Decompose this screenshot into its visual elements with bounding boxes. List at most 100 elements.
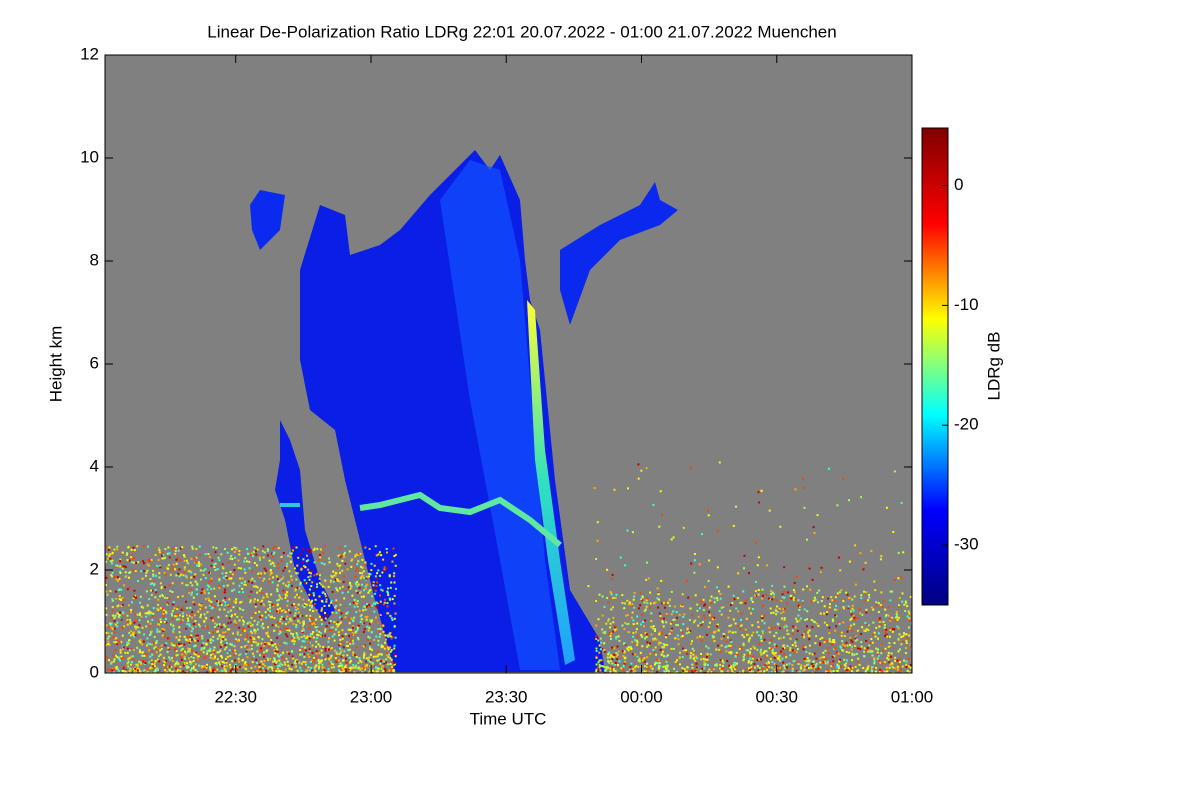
noise-dot xyxy=(198,653,201,656)
noise-dot xyxy=(728,664,731,667)
noise-dot xyxy=(343,597,346,600)
noise-dot xyxy=(186,635,189,638)
noise-dot xyxy=(181,653,184,656)
noise-dot xyxy=(110,552,113,555)
noise-dot xyxy=(763,638,766,641)
noise-dot xyxy=(155,591,158,594)
noise-dot xyxy=(910,622,912,625)
noise-dot xyxy=(243,629,246,632)
noise-dot xyxy=(315,637,318,639)
noise-dot xyxy=(207,649,210,652)
noise-dot xyxy=(122,667,125,670)
noise-dot xyxy=(130,655,133,658)
noise-dot xyxy=(865,628,868,631)
noise-dot xyxy=(240,616,243,619)
noise-dot xyxy=(142,560,144,563)
noise-dot xyxy=(605,668,608,671)
noise-dot xyxy=(111,598,114,601)
noise-dot xyxy=(889,635,891,638)
noise-dot xyxy=(769,657,772,660)
noise-dot xyxy=(111,571,114,574)
noise-dot xyxy=(719,597,722,600)
noise-dot xyxy=(259,654,261,657)
noise-dot xyxy=(130,548,133,551)
noise-dot xyxy=(333,621,336,623)
noise-dot xyxy=(662,665,665,668)
noise-dot xyxy=(808,652,811,655)
noise-dot xyxy=(175,547,178,549)
noise-dot xyxy=(744,668,747,671)
noise-dot xyxy=(130,663,133,666)
noise-dot xyxy=(132,568,135,571)
noise-dot xyxy=(159,566,162,569)
noise-dot xyxy=(352,653,355,656)
noise-dot xyxy=(642,659,645,662)
noise-dot xyxy=(172,670,175,673)
noise-dot xyxy=(746,633,748,636)
noise-dot xyxy=(292,639,294,642)
noise-dot xyxy=(348,668,351,671)
noise-dot xyxy=(362,609,365,612)
noise-dot xyxy=(892,530,895,533)
noise-dot xyxy=(842,607,845,610)
noise-dot xyxy=(194,644,197,647)
noise-dot xyxy=(623,663,626,666)
noise-dot xyxy=(786,629,789,632)
noise-dot xyxy=(350,559,353,562)
noise-dot xyxy=(750,666,753,669)
noise-dot xyxy=(633,606,636,609)
noise-dot xyxy=(163,635,166,638)
noise-dot xyxy=(811,671,814,673)
noise-dot xyxy=(178,626,181,629)
noise-dot xyxy=(356,563,359,566)
noise-dot xyxy=(674,661,677,663)
noise-dot xyxy=(134,634,137,637)
noise-dot xyxy=(711,618,714,621)
noise-dot xyxy=(339,547,342,550)
noise-dot xyxy=(234,613,237,616)
noise-dot xyxy=(319,645,321,648)
noise-dot xyxy=(899,668,902,671)
noise-dot xyxy=(254,550,257,553)
noise-dot xyxy=(392,669,395,672)
noise-dot xyxy=(212,639,215,642)
noise-dot xyxy=(335,653,338,655)
noise-dot xyxy=(313,658,316,661)
noise-dot xyxy=(610,577,613,580)
noise-dot xyxy=(729,639,732,642)
noise-dot xyxy=(328,561,331,564)
noise-dot xyxy=(382,630,385,633)
noise-dot xyxy=(296,572,299,575)
noise-dot xyxy=(850,648,853,651)
x-tick-label: 00:00 xyxy=(620,687,663,706)
noise-dot xyxy=(164,548,167,551)
noise-dot xyxy=(340,617,343,620)
noise-dot xyxy=(311,644,314,647)
noise-dot xyxy=(107,557,109,560)
noise-dot xyxy=(196,593,199,596)
noise-dot xyxy=(256,662,259,664)
noise-dot xyxy=(273,564,276,567)
noise-dot xyxy=(249,636,252,639)
noise-dot xyxy=(676,634,679,637)
noise-dot xyxy=(806,610,809,613)
noise-dot xyxy=(783,664,786,667)
noise-dot xyxy=(147,611,150,614)
noise-dot xyxy=(339,664,341,667)
noise-dot xyxy=(234,663,237,666)
noise-dot xyxy=(129,618,132,621)
noise-dot xyxy=(637,477,640,480)
noise-dot xyxy=(325,625,328,628)
noise-dot xyxy=(615,652,618,655)
noise-dot xyxy=(607,653,610,656)
noise-dot xyxy=(622,664,625,667)
noise-dot xyxy=(222,671,225,673)
noise-dot xyxy=(775,645,778,648)
noise-dot xyxy=(636,655,639,658)
noise-dot xyxy=(625,614,628,617)
noise-dot xyxy=(117,616,120,619)
noise-dot xyxy=(744,628,747,631)
noise-dot xyxy=(735,505,737,508)
noise-dot xyxy=(192,601,195,603)
noise-dot xyxy=(375,585,378,587)
